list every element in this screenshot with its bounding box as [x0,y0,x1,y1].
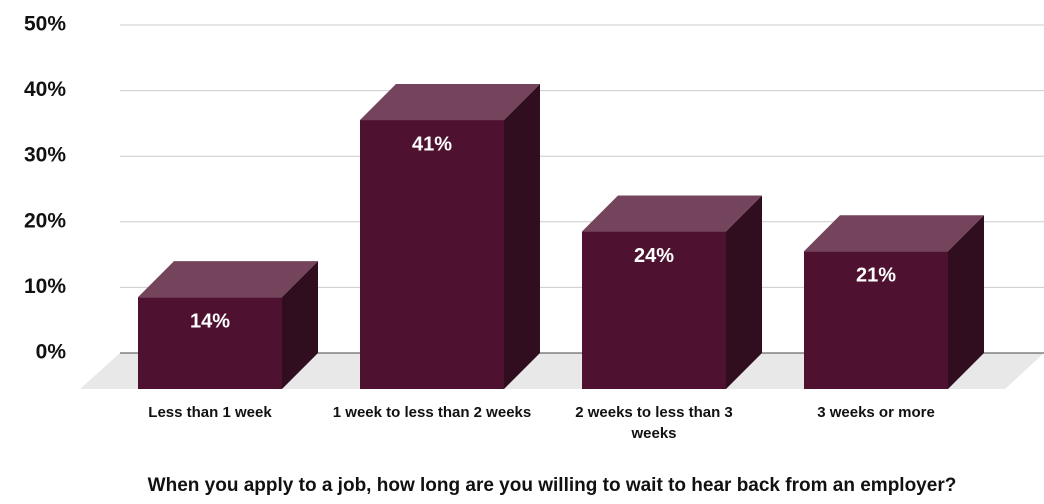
bar-front [804,251,948,389]
bar-front [138,297,282,389]
bar-side [504,84,540,389]
bar-top [582,195,762,232]
bar-side [948,215,984,389]
y-tick-label: 50% [24,13,66,36]
x-tick-label: Less than 1 week [148,404,272,421]
bar-front [360,120,504,389]
x-tick-label: 1 week to less than 2 weeks [332,404,532,421]
y-tick-label: 40% [24,78,66,101]
data-label: 41% [412,133,452,155]
floor [80,353,1044,389]
bar-side [726,195,762,389]
bar-top [138,261,318,298]
y-tick-label: 0% [36,341,67,364]
bar-top [804,215,984,252]
data-label: 21% [856,265,896,287]
y-tick-label: 10% [24,275,66,298]
x-axis-title: When you apply to a job, how long are yo… [148,475,957,496]
data-label: 14% [190,310,230,332]
x-tick-label: 3 weeks or more [817,404,935,421]
y-tick-label: 20% [24,209,66,232]
bar-top [360,84,540,121]
bar-front [582,231,726,389]
bar-side [282,261,318,389]
data-label: 24% [634,245,674,267]
x-tick-label: 2 weeks to less than 3 weeks [575,404,733,442]
y-tick-label: 30% [24,144,66,167]
